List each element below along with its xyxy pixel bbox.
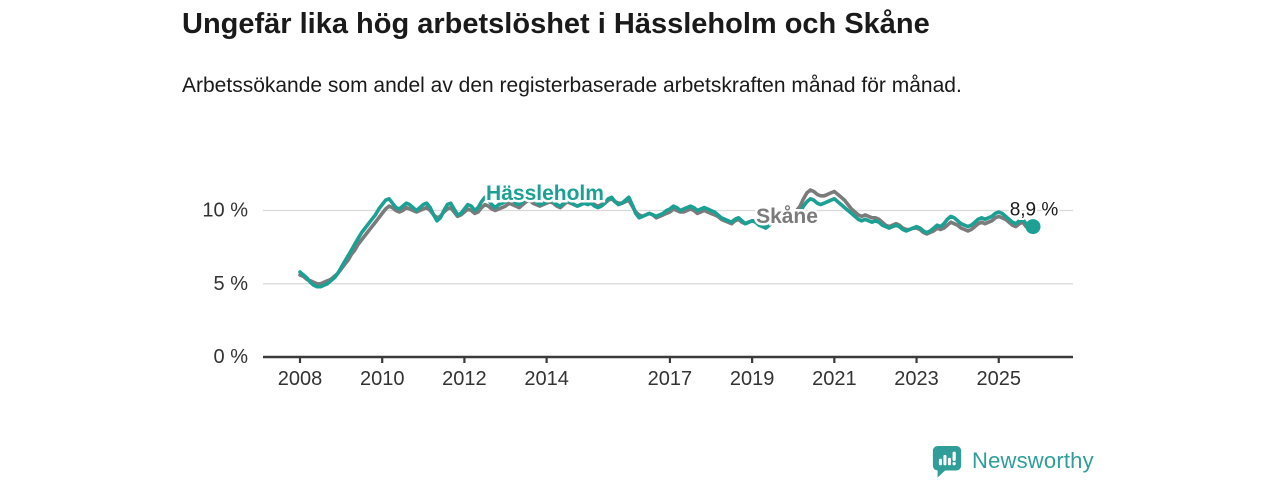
latest-value-annotation: 8,9 % [1010, 200, 1059, 221]
bar-chart-bubble-icon [932, 445, 962, 477]
logo-wordmark: Newsworthy [972, 448, 1094, 473]
y-axis-label-10: 10 % [202, 200, 248, 222]
x-axis-label-2017: 2017 [648, 368, 693, 390]
x-axis-label-2012: 2012 [442, 368, 487, 390]
y-axis-label-5: 5 % [214, 273, 249, 295]
x-axis-label-2014: 2014 [524, 368, 569, 390]
newsworthy-logo[interactable]: Newsworthy [931, 444, 1094, 478]
chart-subtitle: Arbetssökande som andel av den registerb… [182, 74, 962, 97]
x-axis-label-2023: 2023 [894, 368, 939, 390]
series-label-skne: Skåne [756, 205, 818, 228]
series-line-hssleholm [298, 194, 1035, 289]
y-axis-label-0: 0 % [214, 346, 249, 368]
x-axis-label-2008: 2008 [278, 368, 323, 390]
series-label-hssleholm: Hässleholm [486, 182, 604, 205]
latest-value-dot [1025, 219, 1041, 235]
x-axis-label-2021: 2021 [812, 368, 857, 390]
x-axis-label-2019: 2019 [730, 368, 775, 390]
x-axis-label-2025: 2025 [976, 368, 1021, 390]
page-title: Ungefär lika hög arbetslöshet i Hässleho… [182, 8, 930, 40]
x-axis-label-2010: 2010 [360, 368, 405, 390]
